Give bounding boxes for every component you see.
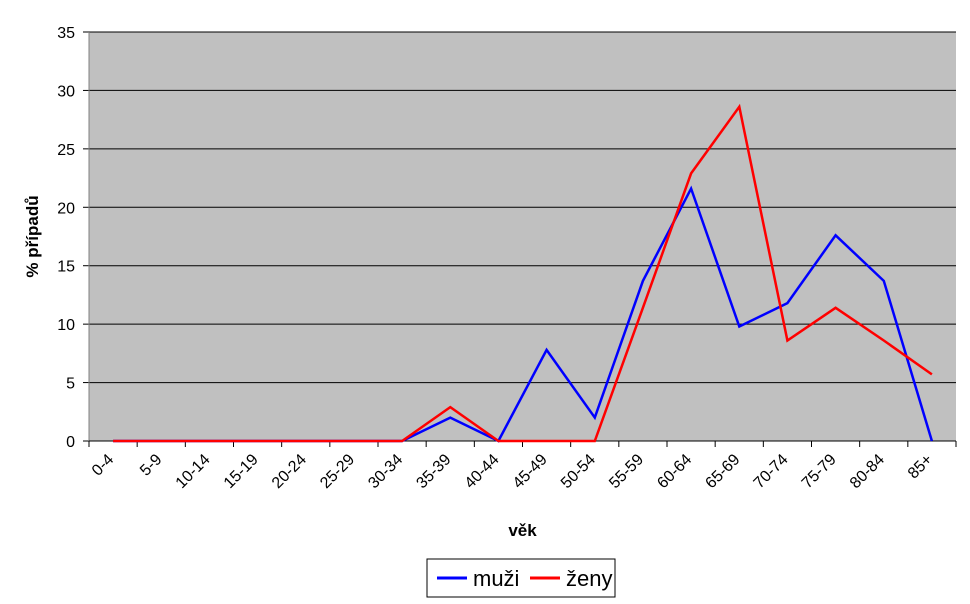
plot-area: [89, 32, 956, 441]
y-tick-label: 25: [57, 142, 75, 159]
gridlines: [83, 31, 956, 442]
y-axis-title: % případů: [23, 195, 42, 277]
y-tick-label: 35: [57, 25, 75, 42]
y-tick-label: 15: [57, 259, 75, 276]
x-tick-labels: 0-4 5-9 10-14 15-19 20-24 25-29 30-34 35-39 40-4…: [89, 451, 936, 492]
x-tick-label: 45-49: [510, 451, 551, 492]
x-axis-title: věk: [508, 521, 537, 540]
x-tick-label: 50-54: [558, 451, 599, 492]
x-tick-label: 0-4: [89, 451, 117, 479]
x-tick-label: 60-64: [654, 451, 695, 492]
legend-label: muži: [473, 566, 519, 591]
y-tick-label: 0: [66, 434, 75, 451]
legend-label: ženy: [566, 566, 612, 591]
y-tick-labels: 0 5 10 15 20 25 30 35: [57, 25, 75, 451]
x-tick-label: 75-79: [799, 451, 840, 492]
x-tick-label: 65-69: [702, 451, 743, 492]
x-tick-label: 30-34: [365, 451, 406, 492]
y-tick-label: 20: [57, 200, 75, 217]
x-tick-label: 70-74: [751, 451, 792, 492]
legend: muži ženy: [426, 558, 616, 598]
series-lines: [113, 103, 934, 443]
x-tick-label: 85+: [905, 451, 936, 482]
x-tick-label: 25-29: [317, 451, 358, 492]
y-tick-label: 5: [66, 376, 75, 393]
x-tick-label: 5-9: [137, 451, 165, 479]
x-tick-label: 55-59: [606, 451, 647, 492]
y-tick-label: 10: [57, 317, 75, 334]
x-tick-label: 15-19: [221, 451, 262, 492]
x-tick-label: 20-24: [269, 451, 310, 492]
x-tick-label: 80-84: [847, 451, 888, 492]
series-line: [113, 103, 933, 443]
x-tick-label: 10-14: [173, 451, 214, 492]
y-tick-label: 30: [57, 83, 75, 100]
x-tick-label: 35-39: [413, 451, 454, 492]
x-tick-label: 40-44: [462, 451, 503, 492]
